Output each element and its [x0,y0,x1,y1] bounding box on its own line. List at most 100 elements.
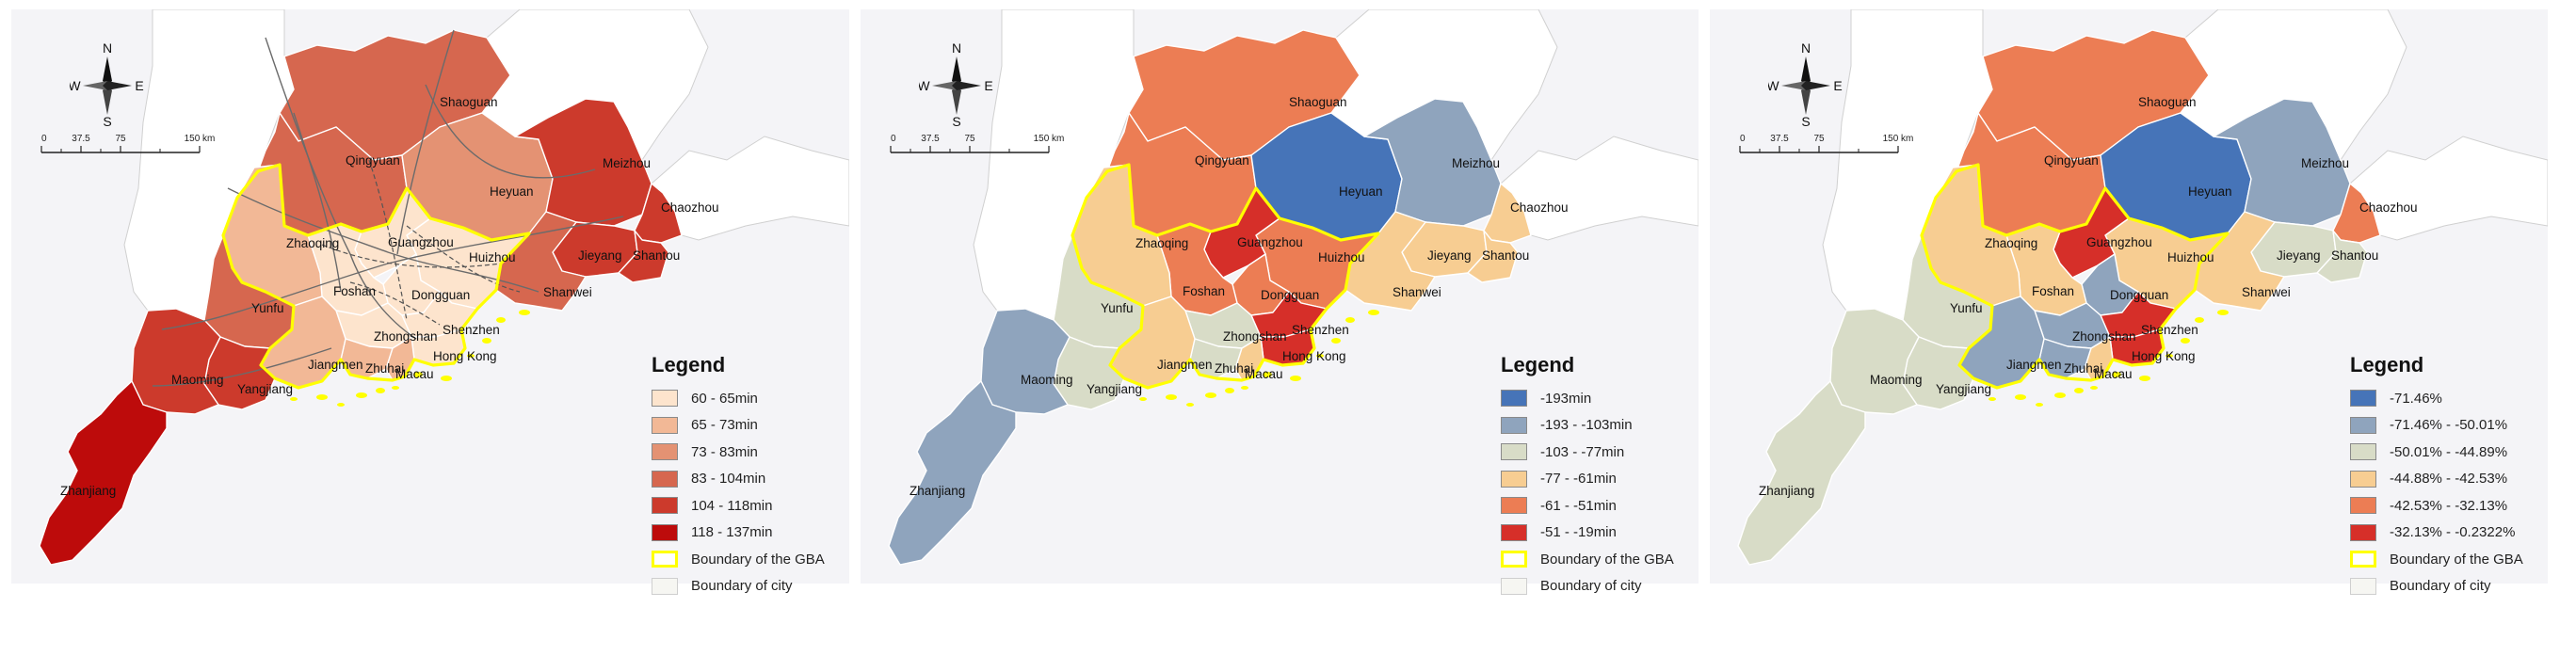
city-label: Heyuan [490,184,534,199]
road-line [161,216,624,330]
city-label: Dongguan [411,288,470,302]
island-shape [392,386,399,390]
legend-item: -32.13% - -0.2322% [2350,520,2548,547]
legend-item: -71.46% [2350,385,2548,412]
legend-label: Boundary of the GBA [2390,551,2523,568]
city-zhanjiang[interactable] [1737,380,1866,566]
legend-item: 60 - 65min [652,385,849,412]
city-label: Jieyang [2277,248,2321,263]
legend-label: -71.46% - -50.01% [2390,417,2508,434]
legend-item: -193min [1501,385,1699,412]
legend-swatch [1501,390,1527,408]
legend-label: -51 - -19min [1540,524,1617,541]
city-shantou[interactable] [1467,230,1519,283]
legend-swatch [1501,551,1527,568]
compass-n-label: N [952,43,961,56]
legend-label: -193 - -103min [1540,417,1633,434]
city-label: Maoming [171,373,224,387]
legend-item: -193 - -103min [1501,412,1699,440]
city-maoming[interactable] [1829,308,1920,415]
north-arrow-icon: N S W E [70,43,144,128]
legend-swatch [652,523,678,541]
legend: Legend 60 - 65min 65 - 73min 73 - 83min 83 … [652,353,849,600]
legend-item: -71.46% - -50.01% [2350,412,2548,440]
city-label: Shanwei [1393,285,1441,299]
island-shape [441,376,452,381]
legend-label: 118 - 137min [691,524,773,541]
legend-label: -42.53% - -32.13% [2390,497,2508,514]
compass-n-label: N [1801,43,1811,56]
city-label: Huizhou [2167,250,2214,264]
island-shape [1225,388,1234,393]
city-label: Guangzhou [2086,235,2152,249]
city-label: Yunfu [1950,301,1983,315]
rail-line [349,281,441,326]
city-label: Hong Kong [2132,349,2196,363]
west-arrow-head [83,81,112,90]
legend-label: Boundary of city [1540,578,1642,595]
scale-tick-label: 37.5 [72,134,90,144]
city-label: Guangzhou [388,235,454,249]
legend-items: 60 - 65min 65 - 73min 73 - 83min 83 - 104mi… [652,385,849,600]
city-label: Macau [395,367,434,381]
scale-bar: 0 37.5 75 150 km [40,134,216,153]
city-label: Maoming [1021,373,1073,387]
city-label: Jiangmen [2006,358,2062,372]
city-label: Foshan [333,284,376,298]
legend-swatch [1501,523,1527,541]
island-shape [1345,317,1355,323]
compass-w-label: W [1768,78,1779,93]
city-label: Shantou [1482,248,1529,263]
legend-swatch [1501,470,1527,488]
east-arrow-head [103,81,132,90]
island-shape [2139,376,2150,381]
city-zhanjiang[interactable] [888,380,1017,566]
north-arrow-icon: N S W E [1768,43,1843,128]
city-label: Shenzhen [2141,323,2198,337]
south-arrow-head [952,86,961,115]
legend-items: -71.46% -71.46% - -50.01% -50.01% - -44.89… [2350,385,2548,600]
scale-tick-label: 37.5 [1770,134,1789,144]
legend-swatch [2350,497,2376,515]
island-shape [1166,394,1177,400]
city-label: Foshan [2032,284,2074,298]
island-shape [1316,354,1324,358]
legend-swatch [652,470,678,488]
legend-item: Boundary of city [1501,573,1699,600]
city-label: Zhanjiang [1759,484,1814,498]
city-label: Zhuhai [2064,361,2102,376]
city-label: Shenzhen [1292,323,1349,337]
legend-label: Boundary of the GBA [1540,551,1674,568]
legend-label: -61 - -51min [1540,497,1617,514]
legend-label: -193min [1540,390,1592,407]
legend: Legend -193min -193 - -103min -103 - -77mi… [1501,353,1699,600]
city-label: Zhanjiang [910,484,965,498]
city-label: Zhuhai [365,361,404,376]
scale-tick-label: 75 [115,134,126,144]
city-shantou[interactable] [618,230,669,283]
city-label: Foshan [1183,284,1225,298]
city-label: Meizhou [2301,156,2349,170]
city-shantou[interactable] [2316,230,2368,283]
north-arrow-head [1801,56,1811,86]
city-label: Qingyuan [2044,153,2099,168]
map-canvas: Shaoguan Qingyuan Heyuan Meizhou Chaozhou Jie… [11,9,849,584]
city-maoming[interactable] [131,308,221,415]
city-label: Guangzhou [1237,235,1303,249]
south-arrow-head [103,86,112,115]
east-arrow-head [1801,81,1830,90]
legend-label: -77 - -61min [1540,471,1617,488]
scale-tick-label: 150 km [185,134,216,144]
island-shape [1988,397,1996,401]
city-label: Huizhou [1318,250,1365,264]
legend-swatch [2350,416,2376,434]
city-label: Chaozhou [2359,200,2418,215]
island-shape [2074,388,2084,393]
city-label: Yunfu [1101,301,1134,315]
compass-w-label: W [919,78,930,93]
legend-item: -103 - -77min [1501,439,1699,466]
city-zhanjiang[interactable] [39,380,168,566]
city-maoming[interactable] [980,308,1071,415]
compass-e-label: E [984,78,992,93]
island-shape [2165,354,2173,358]
